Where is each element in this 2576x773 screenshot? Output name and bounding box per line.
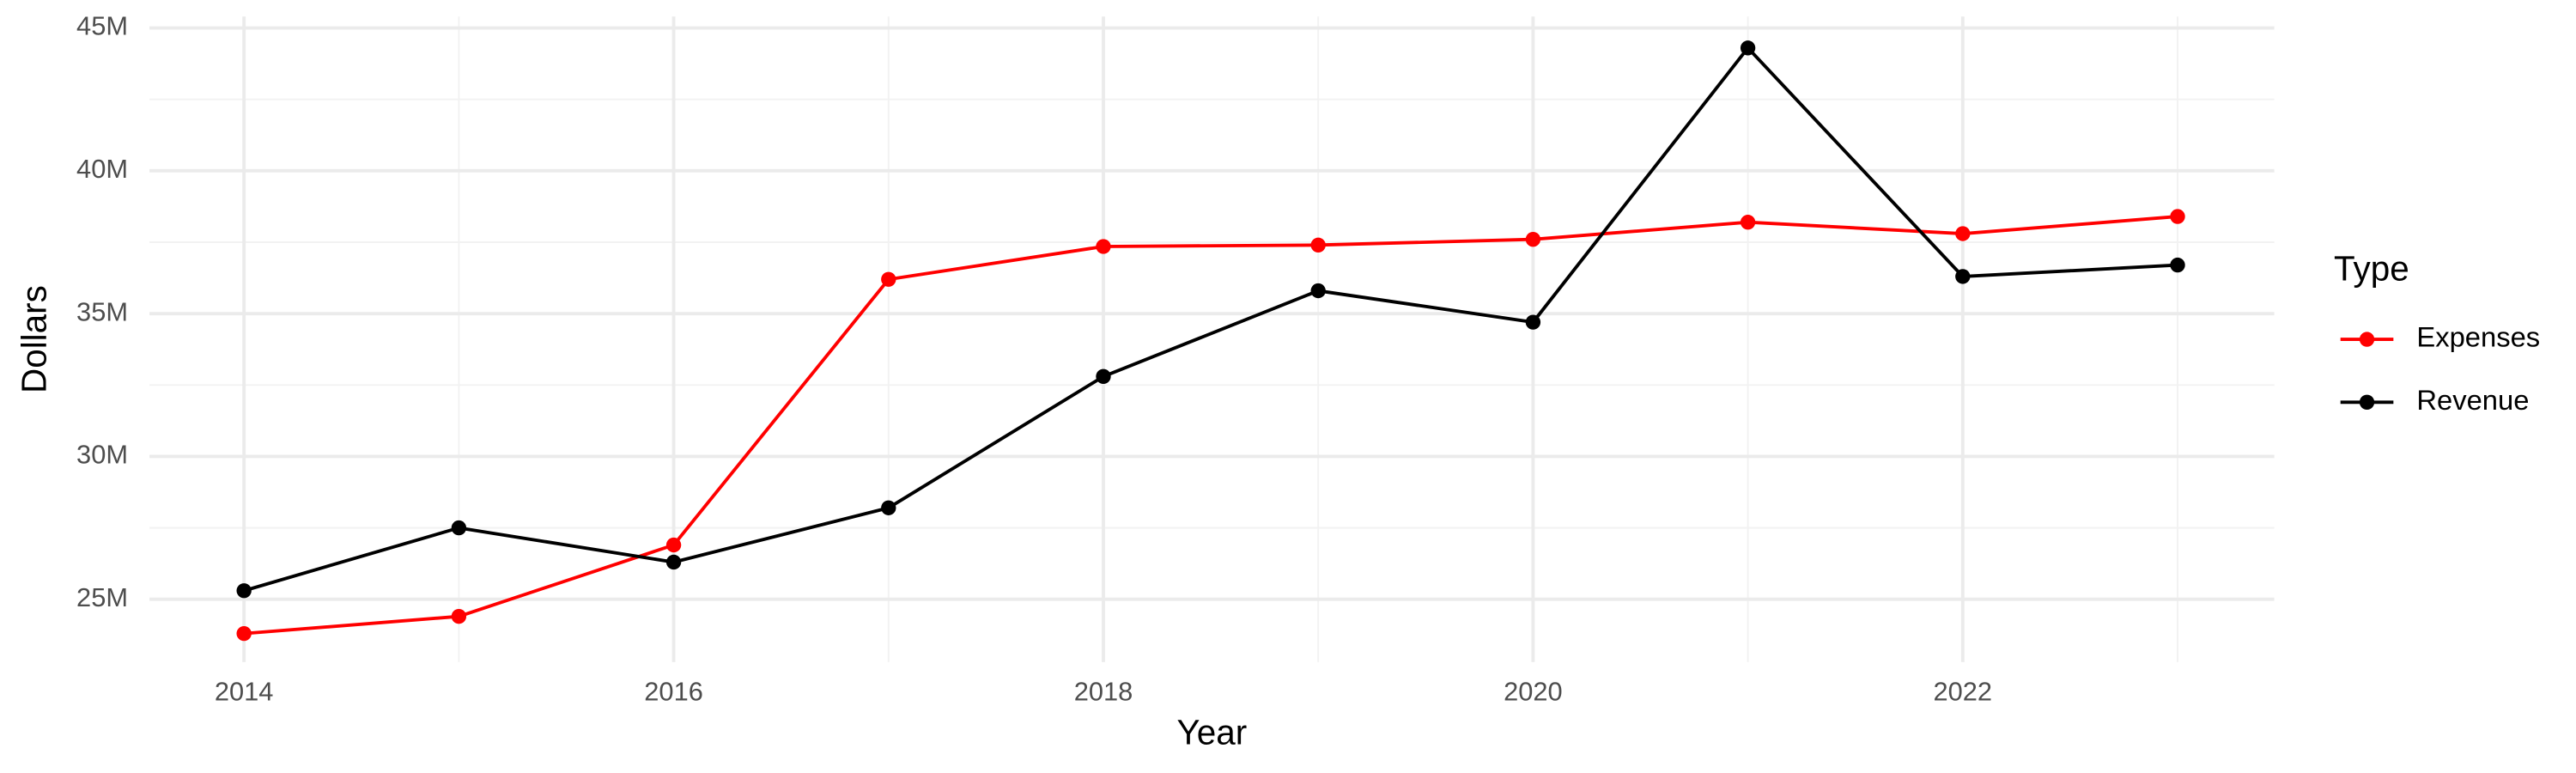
data-point (1955, 226, 1971, 241)
data-point (881, 500, 896, 515)
x-axis-title: Year (1176, 712, 1247, 752)
legend-key-point (2359, 332, 2375, 347)
y-tick-label: 35M (76, 296, 128, 326)
x-tick-label: 2020 (1504, 677, 1563, 707)
legend-label: Expenses (2416, 321, 2540, 353)
data-point (2170, 209, 2185, 224)
data-point (1310, 283, 1326, 299)
x-tick-label: 2018 (1074, 677, 1133, 707)
y-tick-label: 40M (76, 154, 128, 184)
data-point (1096, 239, 1111, 254)
legend-label: Revenue (2416, 384, 2529, 416)
data-point (1740, 215, 1756, 230)
x-tick-label: 2014 (215, 677, 274, 707)
y-tick-label: 30M (76, 440, 128, 470)
data-point (665, 537, 682, 553)
y-tick-label: 25M (76, 582, 128, 612)
series-line (244, 215, 2178, 636)
legend-title: Type (2334, 249, 2409, 289)
x-tick-label: 2022 (1934, 677, 1993, 707)
data-point (1955, 269, 1971, 284)
grid (149, 16, 2275, 662)
y-tick-label: 45M (76, 11, 128, 41)
data-point (1310, 237, 1326, 253)
data-point (1740, 40, 1756, 56)
data-point (2170, 257, 2185, 273)
data-point (236, 625, 252, 642)
data-point (451, 520, 467, 536)
data-point (1525, 314, 1541, 330)
data-point (881, 271, 896, 287)
data-point (1096, 368, 1111, 384)
data-point (1525, 232, 1541, 247)
data-point (236, 583, 252, 599)
data-point (665, 554, 682, 570)
x-tick-label: 2016 (644, 677, 703, 707)
data-point (451, 608, 467, 624)
legend-key-point (2359, 394, 2375, 410)
y-axis-title: Dollars (15, 285, 54, 393)
series-line (243, 45, 2178, 593)
